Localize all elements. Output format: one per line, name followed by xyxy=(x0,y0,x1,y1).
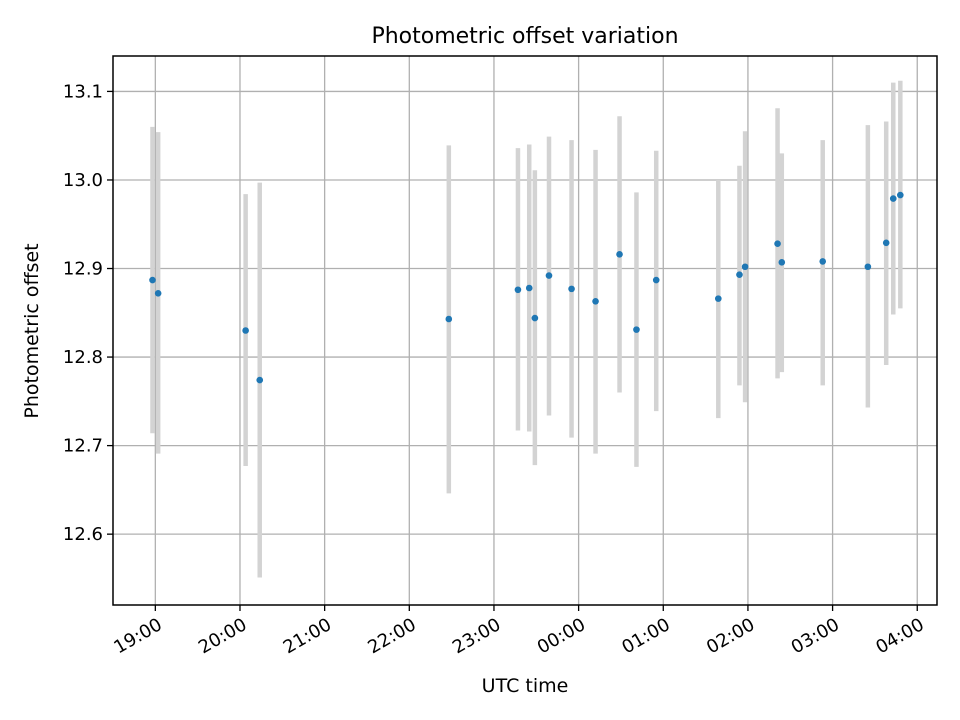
data-point xyxy=(154,290,162,297)
y-tick-label: 12.7 xyxy=(63,436,103,457)
data-point xyxy=(864,263,872,271)
data-point xyxy=(819,258,827,265)
data-point xyxy=(525,284,533,292)
y-tick-label: 12.8 xyxy=(63,347,103,368)
data-point xyxy=(445,315,453,323)
data-point xyxy=(633,326,640,333)
y-tick-label: 12.6 xyxy=(63,524,103,545)
data-point xyxy=(592,297,599,305)
data-points xyxy=(149,191,904,384)
data-point xyxy=(778,259,786,266)
data-point xyxy=(774,240,781,248)
data-point xyxy=(545,272,553,279)
x-gridlines xyxy=(154,56,918,605)
chart-title: Photometric offset variation xyxy=(371,24,678,49)
data-point xyxy=(882,239,890,247)
plot-frame xyxy=(112,55,938,606)
data-point xyxy=(736,271,743,279)
data-point xyxy=(616,251,623,258)
x-axis-label: UTC time xyxy=(482,675,569,697)
data-point xyxy=(652,276,660,284)
data-point xyxy=(568,285,575,293)
y-tick-label: 13.1 xyxy=(63,81,103,102)
y-axis-label: Photometric offset xyxy=(21,243,43,418)
y-gridlines xyxy=(113,90,937,535)
data-point xyxy=(149,276,156,284)
y-tick-label: 12.9 xyxy=(63,259,103,280)
data-point xyxy=(897,191,904,199)
y-axis-ticks: 12.6 12.7 12.8 12.9 13.0 13.1 xyxy=(63,81,113,545)
data-point xyxy=(889,195,897,202)
data-point xyxy=(514,286,522,294)
data-point xyxy=(242,327,249,334)
data-point xyxy=(531,314,539,322)
data-point xyxy=(741,263,749,271)
data-point xyxy=(256,376,264,384)
y-tick-label: 13.0 xyxy=(63,170,103,191)
data-point xyxy=(715,295,722,302)
